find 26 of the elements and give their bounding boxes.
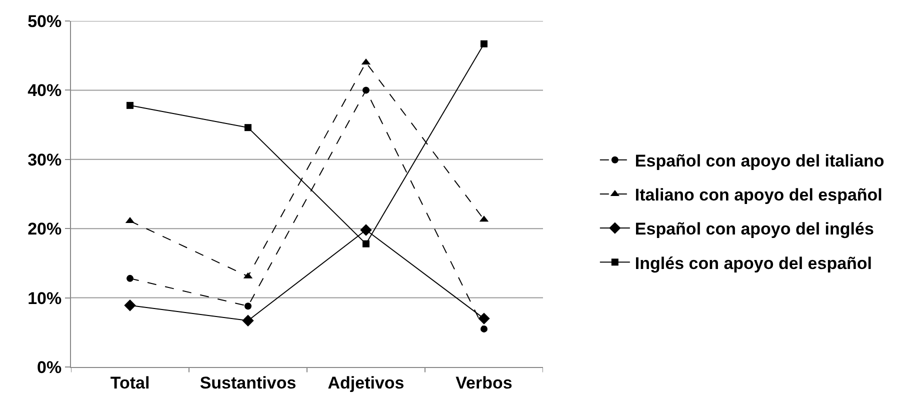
y-tick-label: 30% [28, 150, 62, 170]
y-tick-label: 40% [28, 81, 62, 100]
legend-label: Español con apoyo del italiano [634, 151, 884, 170]
x-tick-label: Sustantivos [200, 373, 296, 392]
legend-label: Español con apoyo del inglés [634, 220, 874, 239]
y-tick-label: 10% [28, 288, 62, 308]
point [244, 124, 252, 132]
legend-label: Italiano con apoyo del español [634, 186, 882, 205]
point [242, 314, 254, 326]
point [362, 86, 370, 94]
x-tick-label: Verbos [456, 373, 512, 392]
point [478, 312, 490, 324]
x-tick-label: Adjetivos [328, 373, 404, 392]
point [362, 240, 370, 248]
y-tick-label: 0% [37, 358, 62, 377]
y-tick-label: 50% [28, 12, 62, 31]
point [480, 40, 488, 48]
point [244, 302, 252, 310]
x-tick-label: Total [110, 373, 150, 392]
point [126, 274, 134, 282]
point [480, 325, 488, 332]
legend-label: Inglés con apoyo del español [634, 254, 872, 273]
y-tick-label: 20% [28, 220, 62, 239]
point [126, 102, 134, 109]
point [360, 224, 372, 236]
point [124, 300, 136, 312]
